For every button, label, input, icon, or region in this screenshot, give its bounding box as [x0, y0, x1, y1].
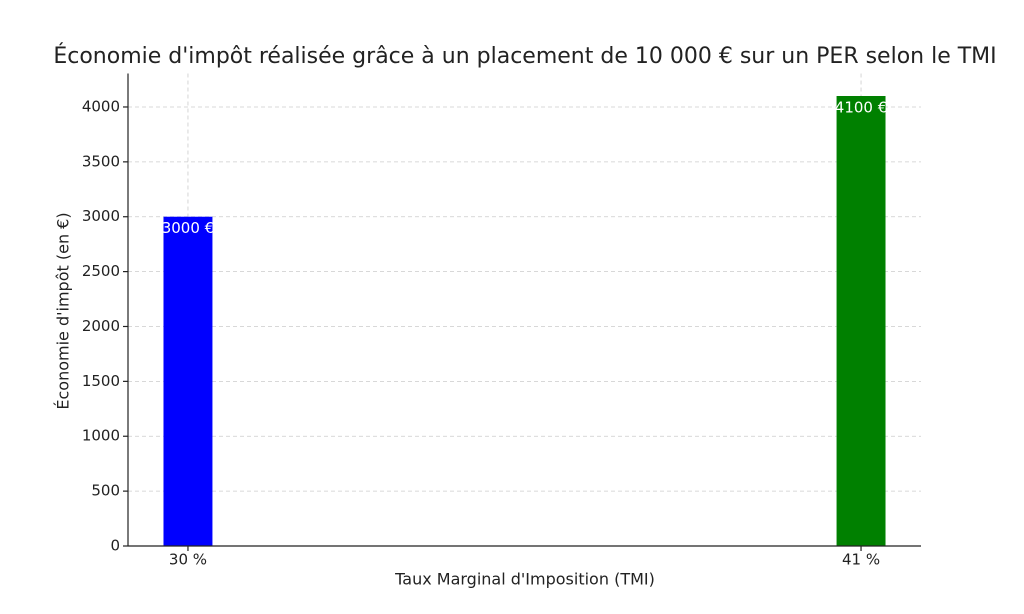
x-axis-label: Taux Marginal d'Imposition (TMI)	[394, 570, 655, 589]
y-tick-label: 1500	[82, 372, 120, 390]
y-tick-label: 2000	[82, 317, 120, 335]
y-axis-label: Économie d'impôt (en €)	[54, 212, 73, 409]
y-tick-label: 0	[110, 537, 120, 555]
chart-title: Économie d'impôt réalisée grâce à un pla…	[53, 43, 996, 69]
y-tick-label: 4000	[82, 97, 120, 115]
x-tick-label: 30 %	[169, 551, 207, 569]
y-tick-label: 3500	[82, 152, 120, 170]
x-tick-label: 41 %	[842, 551, 880, 569]
data-label: 4100 €	[835, 99, 888, 117]
y-tick-label: 1000	[82, 427, 120, 445]
bar	[163, 216, 213, 547]
bar	[836, 96, 886, 546]
data-label: 3000 €	[162, 219, 215, 237]
y-tick-label: 2500	[82, 262, 120, 280]
y-tick-label: 3000	[82, 207, 120, 225]
y-tick-label: 500	[91, 482, 120, 500]
